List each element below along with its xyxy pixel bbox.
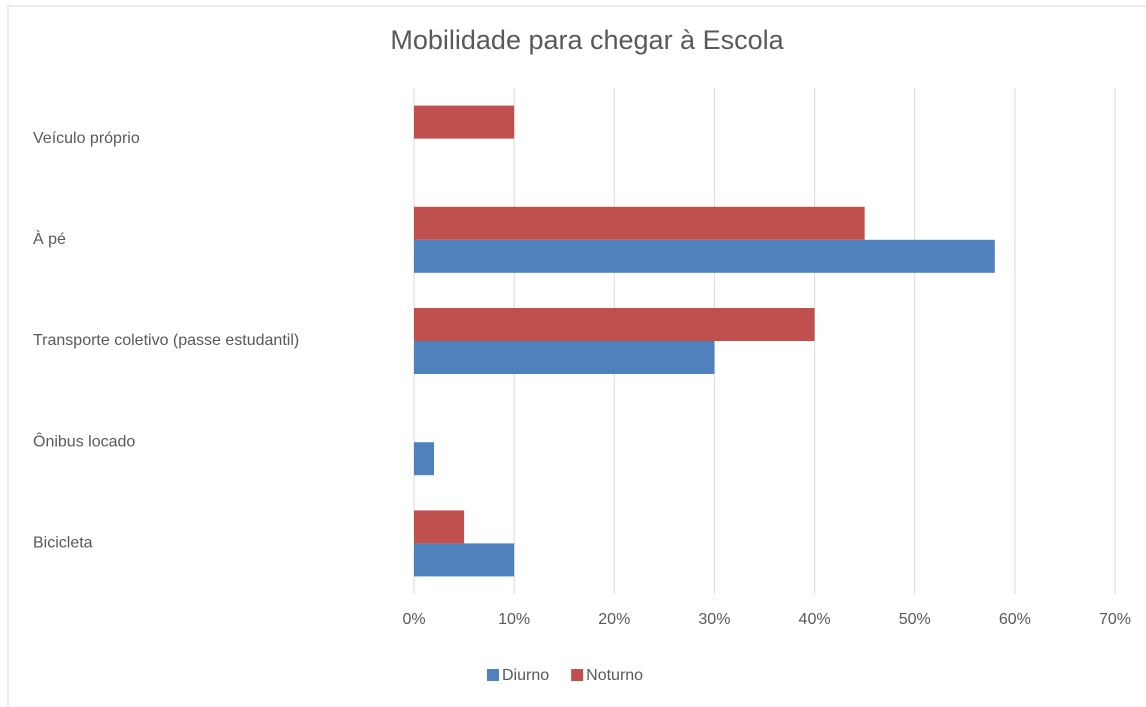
bar	[414, 510, 465, 544]
bar	[414, 442, 435, 476]
x-tick-label: 40%	[799, 611, 831, 628]
x-tick-label: 20%	[598, 611, 630, 628]
y-tick-label: Transporte coletivo (passe estudantil)	[33, 332, 299, 349]
bar	[414, 543, 515, 577]
chart-title: Mobilidade para chegar à Escola	[390, 25, 784, 55]
bar	[414, 239, 995, 273]
y-tick-label: Ônibus locado	[33, 431, 135, 450]
bar	[414, 308, 815, 341]
bar	[414, 105, 515, 139]
y-tick-label: Veículo próprio	[33, 130, 140, 147]
legend-swatch	[571, 669, 584, 681]
bar	[414, 206, 865, 240]
chart-border	[7, 5, 1146, 707]
x-tick-label: 50%	[899, 611, 931, 628]
x-tick-label: 60%	[999, 611, 1031, 628]
legend-label: Noturno	[586, 667, 643, 684]
x-tick-label: 0%	[402, 611, 425, 628]
legend-label: Diurno	[502, 667, 549, 684]
legend-swatch	[487, 669, 499, 681]
x-tick-label: 70%	[1099, 611, 1131, 628]
x-tick-label: 30%	[698, 611, 730, 628]
y-tick-label: Bicicleta	[33, 535, 93, 552]
x-tick-label: 10%	[498, 611, 530, 628]
bar	[414, 341, 715, 374]
y-tick-label: À pé	[33, 229, 66, 248]
